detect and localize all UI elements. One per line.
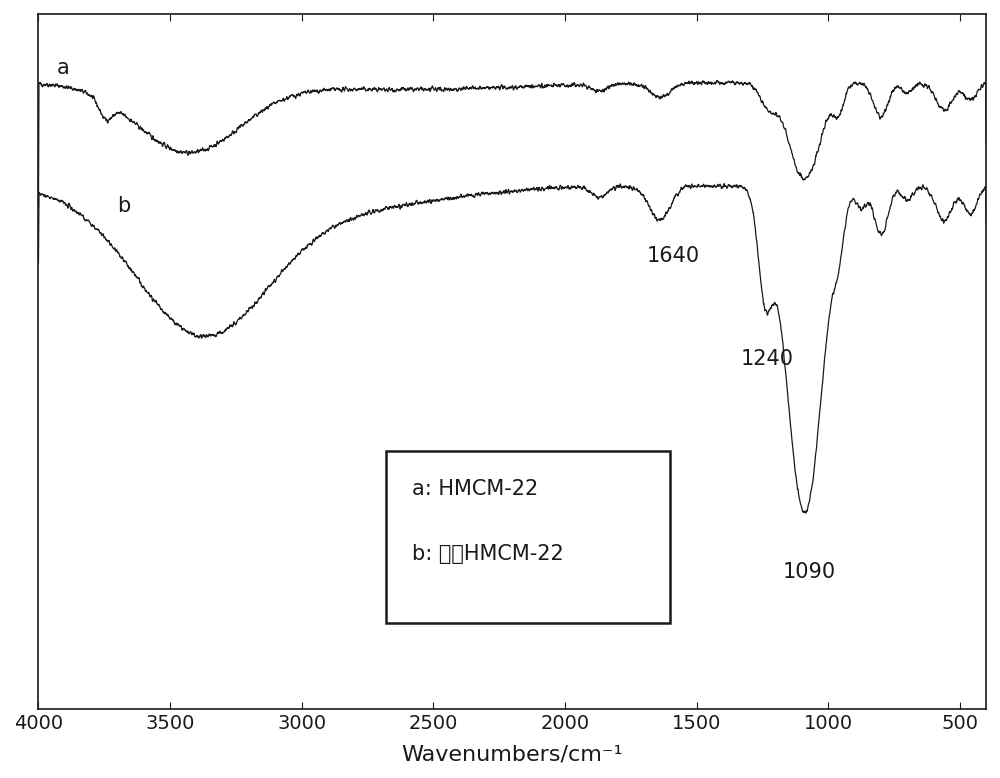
Text: 1240: 1240 (741, 349, 794, 369)
Text: 1640: 1640 (646, 246, 699, 266)
FancyBboxPatch shape (386, 451, 670, 623)
X-axis label: Wavenumbers/cm⁻¹: Wavenumbers/cm⁻¹ (401, 744, 623, 764)
Text: b: b (117, 196, 131, 216)
Text: 1090: 1090 (783, 562, 836, 583)
Text: a: a (57, 58, 70, 78)
Text: a: HMCM-22: a: HMCM-22 (412, 478, 539, 499)
Text: b: 改性HMCM-22: b: 改性HMCM-22 (412, 544, 564, 564)
